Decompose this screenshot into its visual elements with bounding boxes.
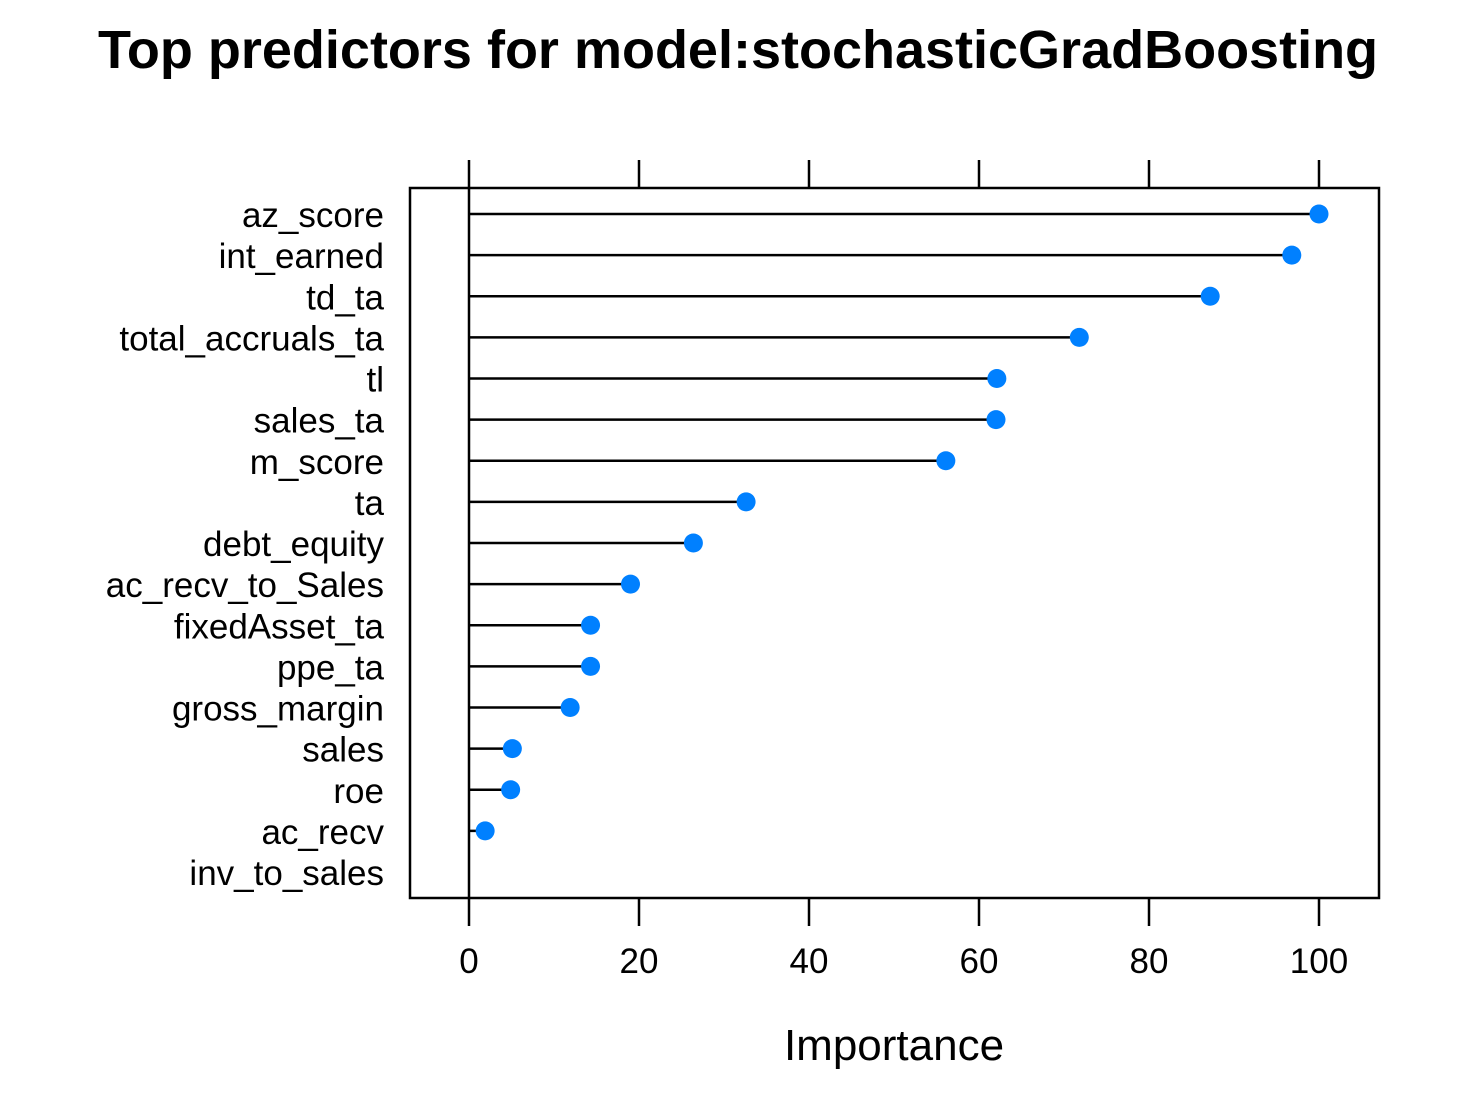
data-points (475, 204, 1329, 841)
category-label: debt_equity (203, 525, 384, 564)
category-label: ta (355, 484, 385, 523)
data-point (475, 821, 495, 841)
data-point (736, 492, 756, 512)
x-tick-label: 40 (790, 942, 829, 981)
category-label: fixedAsset_ta (174, 607, 385, 646)
category-label: ppe_ta (277, 648, 385, 687)
data-point (987, 369, 1007, 388)
data-point (560, 698, 580, 717)
category-label: total_accruals_ta (119, 319, 384, 358)
x-tick-label: 100 (1290, 942, 1348, 981)
data-point (501, 780, 521, 800)
plot-frame (408, 186, 1381, 900)
data-point (502, 739, 522, 759)
x-tick-label: 20 (620, 942, 659, 981)
category-label: tl (367, 361, 385, 400)
data-point (1069, 327, 1089, 347)
data-point (1309, 204, 1329, 224)
data-point (986, 410, 1006, 430)
x-tick-label: 80 (1130, 942, 1169, 981)
category-label: inv_to_sales (189, 854, 384, 893)
data-point (1282, 245, 1302, 265)
category-label: td_ta (306, 278, 384, 317)
category-label: ac_recv (261, 813, 384, 852)
data-point (936, 451, 956, 471)
category-label: az_score (242, 196, 384, 235)
category-labels: az_scoreint_earnedtd_tatotal_accruals_ta… (106, 196, 385, 893)
category-label: gross_margin (172, 690, 384, 729)
x-axis-tick-labels: 0 20 40 60 80 100 (459, 942, 1348, 981)
category-label: sales_ta (254, 402, 385, 441)
data-point (1200, 286, 1220, 306)
data-point (683, 533, 703, 553)
chart-title: Top predictors for model:stochasticGradB… (98, 20, 1378, 80)
category-label: m_score (250, 443, 384, 482)
x-tick-label: 0 (459, 942, 478, 981)
category-label: int_earned (219, 237, 384, 276)
x-axis-title: Importance (784, 1021, 1004, 1070)
top-axis-ticks (467, 160, 1321, 188)
category-label: roe (333, 772, 384, 811)
bottom-axis-ticks (467, 898, 1321, 926)
x-tick-label: 60 (960, 942, 999, 981)
data-point (581, 615, 601, 635)
category-label: ac_recv_to_Sales (106, 566, 384, 605)
stem-lines (469, 212, 1319, 833)
data-point (621, 574, 640, 594)
data-point (581, 656, 601, 676)
category-label: sales (302, 731, 384, 770)
